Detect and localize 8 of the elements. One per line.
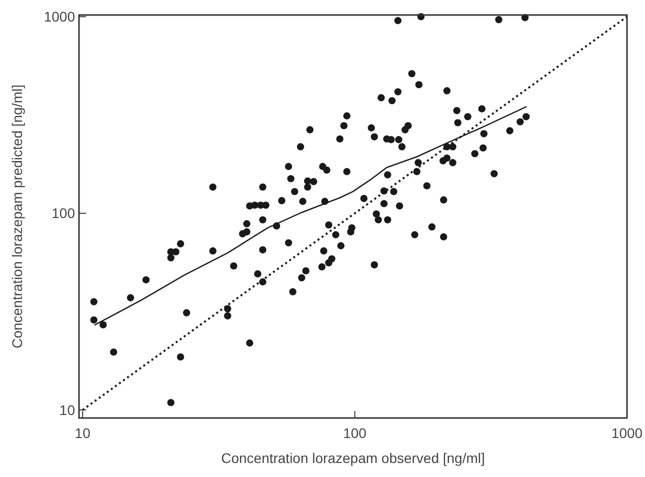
x-tick-label: 100	[343, 425, 367, 441]
y-axis-title: Concentration lorazepam predicted [ng/ml]	[9, 84, 25, 348]
x-tick-label: 1000	[611, 425, 643, 441]
x-tick-label: 10	[74, 425, 91, 441]
y-tick-label: 10	[59, 402, 76, 418]
y-tick-label: 100	[52, 205, 76, 222]
x-axis-title: Concentration lorazepam observed [ng/ml]	[221, 450, 485, 466]
y-tick-label: 1000	[44, 8, 76, 25]
